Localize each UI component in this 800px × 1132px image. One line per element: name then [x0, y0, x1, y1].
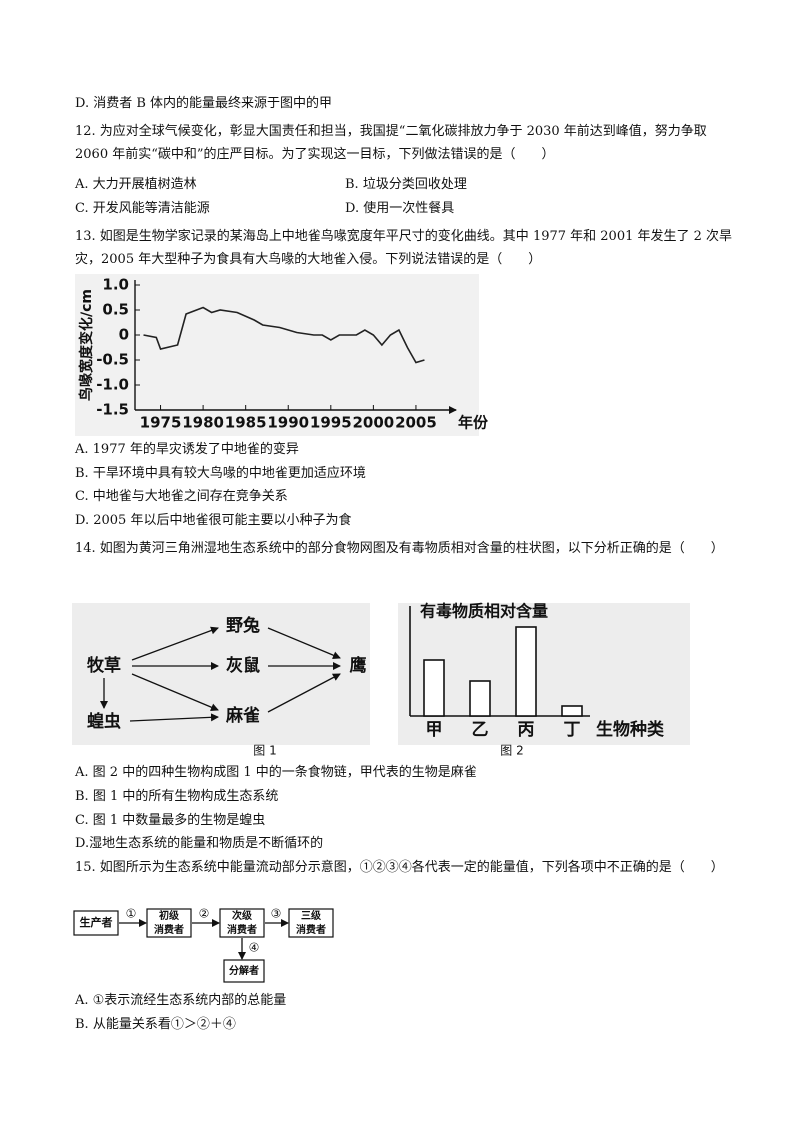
food-web: 牧草 野兔 灰鼠 鹰 蝗虫 麻雀	[87, 615, 367, 732]
flow-label: 生产者	[80, 915, 113, 929]
option: A. 1977 年的旱灾诱发了中地雀的变异	[75, 442, 299, 457]
question-stem: 12. 为应对全球气候变化，彰显大国责任和担当，我国提“二氧化碳排放力争于 20…	[75, 124, 707, 162]
x-tick-label: 1985	[225, 414, 267, 432]
arrow-label: ④	[249, 941, 260, 955]
arrow-label: ②	[199, 907, 210, 921]
option: B. 干旱环境中具有较大鸟喙的中地雀更加适应环境	[75, 466, 366, 481]
arrow	[267, 627, 341, 659]
arrow-label: ③	[271, 907, 282, 921]
bar	[515, 626, 537, 717]
arrow	[131, 626, 219, 661]
option: B. 垃圾分类回收处理	[345, 177, 467, 192]
chart-title: 有毒物质相对含量	[420, 602, 548, 621]
node-label: 灰鼠	[226, 655, 260, 676]
option: A. 大力开展植树造林	[75, 177, 197, 192]
node-label: 野兔	[226, 615, 260, 636]
flow-label: 三级	[301, 909, 322, 922]
question-stem: 14. 如图为黄河三角洲湿地生态系统中的部分食物网图及有毒物质相对含量的柱状图，…	[75, 541, 724, 556]
x-tick-label: 甲	[426, 720, 443, 740]
flow-box	[219, 908, 265, 938]
question-stem: 13. 如图是生物学家记录的某海岛上中地雀鸟喙宽度年平尺寸的变化曲线。其中 19…	[75, 229, 733, 267]
arrow	[129, 713, 219, 722]
node-label: 蝗虫	[87, 711, 121, 732]
bar	[561, 705, 583, 717]
option: B. 从能量关系看①＞②＋④	[75, 1017, 236, 1032]
option: A. ①表示流经生态系统内部的总能量	[75, 993, 287, 1008]
option: B. 图 1 中的所有生物构成生态系统	[75, 789, 279, 804]
arrow	[267, 673, 341, 713]
node-label: 麻雀	[225, 705, 260, 726]
flow-label: 初级	[159, 909, 180, 922]
flow-label: 消费者	[154, 923, 184, 936]
x-tick-label: 1975	[140, 414, 182, 432]
data-line	[143, 306, 425, 364]
y-tick-label: -1.0	[96, 376, 129, 394]
bar	[423, 659, 445, 717]
arrow	[131, 673, 219, 711]
flow-label: 分解者	[229, 964, 259, 977]
x-axis-label: 生物种类	[596, 719, 665, 740]
x-tick-label: 1980	[182, 414, 224, 432]
y-axis-label: 鸟喙宽度变化/cm	[78, 289, 95, 401]
x-tick-label: 1995	[310, 414, 352, 432]
x-tick-label: 1990	[267, 414, 309, 432]
y-tick-label: -0.5	[96, 351, 129, 369]
flow-label: 消费者	[296, 923, 326, 936]
x-tick-label: 丙	[518, 720, 535, 740]
figure-background	[398, 603, 690, 745]
option: D. 使用一次性餐具	[345, 201, 455, 216]
arrow-label: ①	[126, 907, 137, 921]
flow-diagram: 生产者 初级 消费者 次级 消费者 三级 消费者 分解者 ① ② ③ ④	[73, 907, 334, 983]
x-tick-label: 2005	[395, 414, 437, 432]
question-stem: 15. 如图所示为生态系统中能量流动部分示意图，①②③④各代表一定的能量值，下列…	[75, 860, 724, 875]
y-tick-label: 0.5	[102, 301, 129, 319]
x-axis-label: 年份	[458, 414, 489, 432]
flow-label: 消费者	[227, 923, 257, 936]
option: C. 图 1 中数量最多的生物是蝗虫	[75, 813, 266, 828]
x-tick-label: 乙	[472, 720, 489, 740]
text-line: D. 消费者 B 体内的能量最终来源于图中的甲	[75, 96, 333, 111]
figure-background	[72, 603, 370, 745]
y-tick-label: 0	[119, 326, 129, 344]
option: A. 图 2 中的四种生物构成图 1 中的一条食物链，甲代表的生物是麻雀	[75, 765, 477, 780]
flow-box	[73, 910, 119, 936]
node-label: 牧草	[87, 655, 121, 676]
option: C. 开发风能等清洁能源	[75, 201, 210, 216]
figure-caption: 图 1	[253, 744, 276, 758]
x-tick-label: 2000	[353, 414, 395, 432]
flow-box	[288, 908, 334, 938]
flow-label: 次级	[232, 909, 253, 922]
flow-box	[146, 908, 192, 938]
option: C. 中地雀与大地雀之间存在竞争关系	[75, 489, 288, 504]
y-tick-label: -1.5	[96, 401, 129, 419]
bar	[469, 680, 491, 717]
y-tick-label: 1.0	[102, 276, 129, 294]
x-tick-label: 丁	[564, 720, 581, 740]
figure-caption: 图 2	[500, 744, 523, 758]
flow-box	[223, 959, 265, 983]
option: D. 2005 年以后中地雀很可能主要以小种子为食	[75, 513, 352, 528]
option: D.湿地生态系统的能量和物质是不断循环的	[75, 836, 324, 851]
node-label: 鹰	[350, 655, 367, 676]
